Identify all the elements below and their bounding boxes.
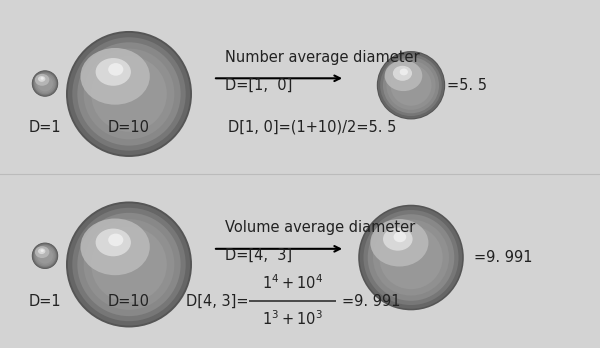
Ellipse shape — [360, 206, 462, 309]
Ellipse shape — [108, 63, 124, 76]
Ellipse shape — [380, 55, 442, 116]
Ellipse shape — [35, 74, 49, 86]
Ellipse shape — [91, 56, 167, 132]
Ellipse shape — [391, 65, 431, 106]
Ellipse shape — [358, 205, 464, 310]
Ellipse shape — [66, 201, 192, 327]
Ellipse shape — [370, 219, 428, 267]
Ellipse shape — [108, 234, 124, 246]
Text: Number average diameter: Number average diameter — [225, 50, 419, 65]
Text: $1^3+10^3$: $1^3+10^3$ — [262, 310, 323, 329]
Ellipse shape — [37, 248, 53, 264]
Text: Volume average diameter: Volume average diameter — [225, 220, 415, 236]
Ellipse shape — [34, 73, 56, 94]
Text: D=1: D=1 — [29, 119, 61, 135]
Ellipse shape — [383, 57, 439, 113]
Ellipse shape — [77, 213, 181, 316]
Text: D[4, 3]=: D[4, 3]= — [187, 293, 249, 309]
Ellipse shape — [38, 248, 46, 254]
Text: D[1, 0]=(1+10)/2=5. 5: D[1, 0]=(1+10)/2=5. 5 — [228, 119, 396, 135]
Ellipse shape — [383, 228, 413, 251]
Ellipse shape — [368, 214, 454, 301]
Text: D=10: D=10 — [108, 119, 150, 135]
Ellipse shape — [73, 208, 186, 321]
Text: $1^4+10^4$: $1^4+10^4$ — [262, 274, 323, 292]
Ellipse shape — [35, 246, 55, 265]
Ellipse shape — [378, 52, 444, 118]
Ellipse shape — [80, 48, 150, 105]
Ellipse shape — [386, 61, 436, 110]
Ellipse shape — [41, 77, 44, 80]
Ellipse shape — [77, 42, 181, 145]
Ellipse shape — [33, 72, 57, 95]
Ellipse shape — [385, 60, 422, 91]
Ellipse shape — [364, 210, 458, 305]
Ellipse shape — [373, 220, 449, 295]
Ellipse shape — [400, 69, 408, 75]
Text: D=[1,  0]: D=[1, 0] — [225, 78, 292, 93]
Ellipse shape — [32, 70, 58, 97]
Text: =9. 991: =9. 991 — [474, 250, 533, 265]
Ellipse shape — [68, 203, 190, 326]
Ellipse shape — [33, 244, 57, 268]
Text: D=1: D=1 — [29, 293, 61, 309]
Ellipse shape — [83, 49, 175, 139]
Ellipse shape — [32, 243, 58, 269]
Ellipse shape — [95, 229, 131, 256]
Ellipse shape — [37, 76, 53, 92]
Text: D=[4,  3]: D=[4, 3] — [225, 248, 292, 263]
Text: =9. 991: =9. 991 — [342, 293, 401, 309]
Ellipse shape — [379, 226, 443, 289]
Text: D=10: D=10 — [108, 293, 150, 309]
Ellipse shape — [377, 51, 445, 119]
Ellipse shape — [83, 219, 175, 310]
Ellipse shape — [35, 246, 49, 258]
Text: =5. 5: =5. 5 — [447, 78, 487, 93]
Ellipse shape — [394, 232, 406, 242]
Ellipse shape — [68, 33, 190, 155]
Ellipse shape — [73, 37, 186, 151]
Ellipse shape — [41, 249, 44, 252]
Ellipse shape — [32, 243, 58, 269]
Ellipse shape — [34, 245, 56, 267]
Ellipse shape — [32, 71, 58, 96]
Ellipse shape — [91, 227, 167, 302]
Ellipse shape — [35, 74, 55, 93]
Ellipse shape — [38, 76, 46, 82]
Ellipse shape — [80, 219, 150, 275]
Ellipse shape — [393, 66, 412, 81]
Ellipse shape — [66, 31, 192, 157]
Ellipse shape — [95, 58, 131, 86]
